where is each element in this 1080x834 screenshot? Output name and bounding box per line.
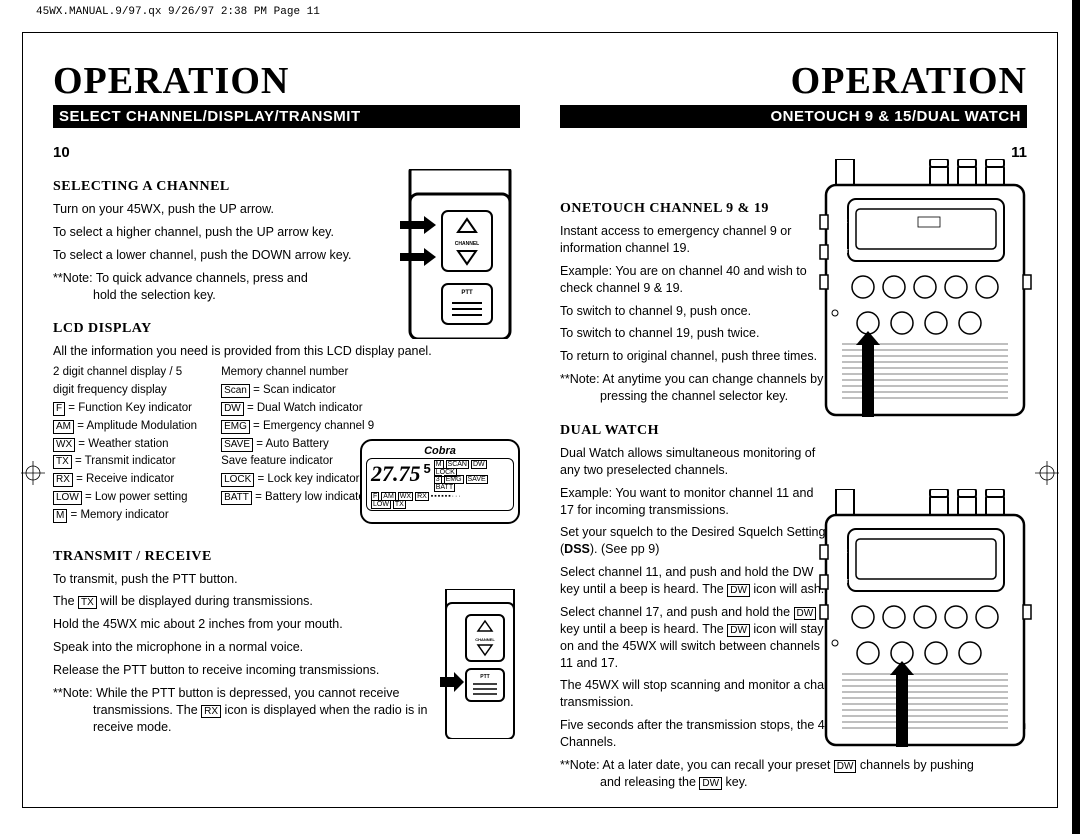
page-frame: OPERATION SELECT CHANNEL/DISPLAY/TRANSMI…	[22, 32, 1058, 808]
section-bar: SELECT CHANNEL/DISPLAY/TRANSMIT	[53, 105, 520, 128]
body-text: To return to original channel, push thre…	[560, 348, 830, 365]
svg-text:PTT: PTT	[480, 674, 489, 680]
body-text: Example: You are on channel 40 and wish …	[560, 263, 830, 297]
note-text: **Note: To quick advance channels, press…	[53, 270, 393, 304]
svg-text:CH9/19: CH9/19	[858, 635, 875, 641]
svg-text:CHANNEL: CHANNEL	[475, 637, 495, 642]
body-text: To switch to channel 9, push once.	[560, 303, 830, 320]
radio-illustration-bottom: CHANNEL PTT	[440, 589, 520, 739]
radio-illustration-top: CHANNEL PTT	[400, 169, 520, 339]
svg-text:M3: M3	[921, 286, 930, 292]
svg-text:MIC: MIC	[832, 319, 842, 325]
radio-onetouch-illustration: 9 EMG Cobra LOCK LIGHT FUNC MIC H/L LP/S…	[818, 159, 1033, 419]
svg-text:11: 11	[878, 542, 908, 578]
svg-text:DW: DW	[898, 305, 907, 311]
svg-text:CHANNEL: CHANNEL	[455, 241, 479, 247]
svg-text:DL/AN: DL/AN	[936, 267, 951, 273]
svg-text:FUNC: FUNC	[834, 279, 848, 285]
body-text: Turn on your 45WX, push the UP arrow.	[53, 201, 393, 218]
lcd-panel-illustration: Cobra 27.75 5 M SCAN DW LOCK 3 EMG SAVE …	[360, 439, 520, 524]
svg-text:M1: M1	[859, 286, 868, 292]
heading-dualwatch: DUAL WATCH	[560, 423, 830, 439]
svg-text:LIGHT: LIGHT	[834, 579, 849, 585]
svg-text:Cobra: Cobra	[967, 530, 991, 539]
section-bar: ONETOUCH 9 & 15/DUAL WATCH	[560, 105, 1027, 128]
body-text: Select channel 17, and push and hold the…	[560, 604, 830, 672]
heading-onetouch: ONETOUCH CHANNEL 9 & 19	[560, 201, 830, 217]
svg-text:CB/WX: CB/WX	[968, 305, 985, 311]
body-text: To select a higher channel, push the UP …	[53, 224, 393, 241]
svg-text:H/L: H/L	[1006, 279, 1014, 285]
note-text: **Note: At anytime you can change channe…	[560, 371, 830, 405]
svg-text:M1: M1	[859, 616, 868, 622]
radio-dualwatch-illustration: 11 Cobra LOCK LIGHT FUNC MIC H/L M1 M2 M…	[818, 489, 1033, 749]
svg-text:CB/WX: CB/WX	[974, 267, 991, 273]
svg-text:MIC: MIC	[832, 649, 842, 655]
svg-text:M5: M5	[983, 286, 992, 292]
svg-text:EMG: EMG	[923, 220, 939, 227]
svg-text:M4: M4	[952, 286, 961, 292]
body-text: To transmit, push the PTT button.	[53, 571, 520, 588]
svg-text:H/L: H/L	[1006, 609, 1014, 615]
body-text: Example: You want to monitor channel 11 …	[560, 485, 830, 519]
body-text: To select a lower channel, push the DOWN…	[53, 247, 393, 264]
body-text: All the information you need is provided…	[53, 343, 520, 360]
body-text: Dual Watch allows simultaneous monitorin…	[560, 445, 830, 479]
page-title: OPERATION	[53, 59, 520, 103]
svg-text:Cobra: Cobra	[967, 200, 991, 209]
svg-text:LOCK: LOCK	[834, 549, 848, 555]
svg-text:M2: M2	[890, 286, 899, 292]
left-page: OPERATION SELECT CHANNEL/DISPLAY/TRANSMI…	[53, 59, 520, 797]
svg-text:FUNC: FUNC	[834, 609, 848, 615]
heading-transmit: TRANSMIT / RECEIVE	[53, 549, 520, 565]
svg-text:CB/WX: CB/WX	[968, 635, 985, 641]
svg-text:M4: M4	[952, 616, 961, 622]
body-text: Set your squelch to the Desired Squelch …	[560, 524, 830, 558]
svg-text:M2: M2	[890, 616, 899, 622]
svg-text:PTT: PTT	[461, 290, 473, 296]
crop-bar	[1072, 0, 1080, 834]
body-text: Instant access to emergency channel 9 or…	[560, 223, 830, 257]
svg-text:M3: M3	[921, 616, 930, 622]
page-title: OPERATION	[560, 59, 1027, 103]
svg-text:SCAN: SCAN	[932, 305, 946, 311]
registration-mark-right	[1035, 461, 1059, 485]
svg-text:9: 9	[874, 212, 890, 248]
right-page: OPERATION ONETOUCH 9 & 15/DUAL WATCH 11 …	[560, 59, 1027, 797]
registration-mark-left	[21, 461, 45, 485]
body-text: Select channel 11, and push and hold the…	[560, 564, 830, 598]
svg-text:LP/SAVE: LP/SAVE	[864, 267, 885, 273]
page-number: 10	[53, 144, 520, 161]
svg-text:LOCK: LOCK	[834, 219, 848, 225]
print-header: 45WX.MANUAL.9/97.qx 9/26/97 2:38 PM Page…	[0, 0, 1080, 18]
svg-text:CH9/19: CH9/19	[858, 305, 875, 311]
note-text: **Note: At a later date, you can recall …	[560, 757, 1027, 791]
heading-selecting: SELECTING A CHANNEL	[53, 179, 393, 195]
body-text: To switch to channel 19, push twice.	[560, 325, 830, 342]
svg-text:SCAN: SCAN	[932, 635, 946, 641]
svg-text:M5: M5	[983, 616, 992, 622]
svg-text:LIGHT: LIGHT	[834, 249, 849, 255]
svg-text:LW: LW	[904, 267, 911, 273]
svg-text:DW: DW	[898, 635, 907, 641]
